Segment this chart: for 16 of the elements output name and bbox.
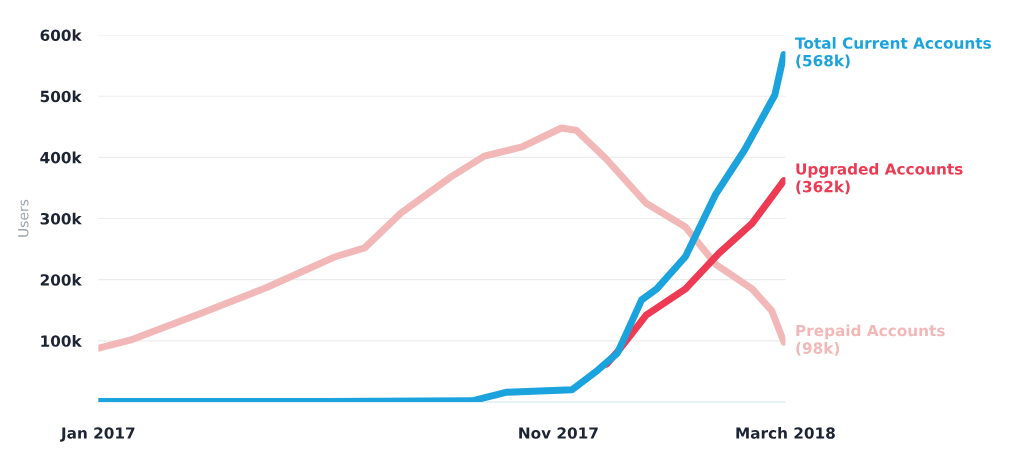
x-tick-label: March 2018: [736, 426, 835, 439]
series-label: Total Current Accounts: [795, 37, 991, 49]
series-label: Prepaid Accounts: [796, 324, 945, 340]
series-label: Upgraded Accounts: [796, 162, 963, 178]
data-label: (362k): [796, 180, 850, 195]
x-tick-label: Jan 2017: [60, 427, 135, 442]
data-label: (98k): [796, 342, 840, 356]
y-tick-label: 100k: [41, 335, 82, 347]
y-tick-label: 500k: [40, 90, 82, 103]
y-tick-label: 400k: [40, 151, 82, 164]
y-axis-title: Users: [18, 199, 29, 237]
data-label: (568k): [796, 54, 850, 69]
y-tick-label: 600k: [40, 29, 82, 42]
y-tick-label: 200k: [40, 273, 82, 286]
x-tick-label: Nov 2017: [519, 427, 598, 439]
y-tick-label: 300k: [40, 212, 82, 225]
